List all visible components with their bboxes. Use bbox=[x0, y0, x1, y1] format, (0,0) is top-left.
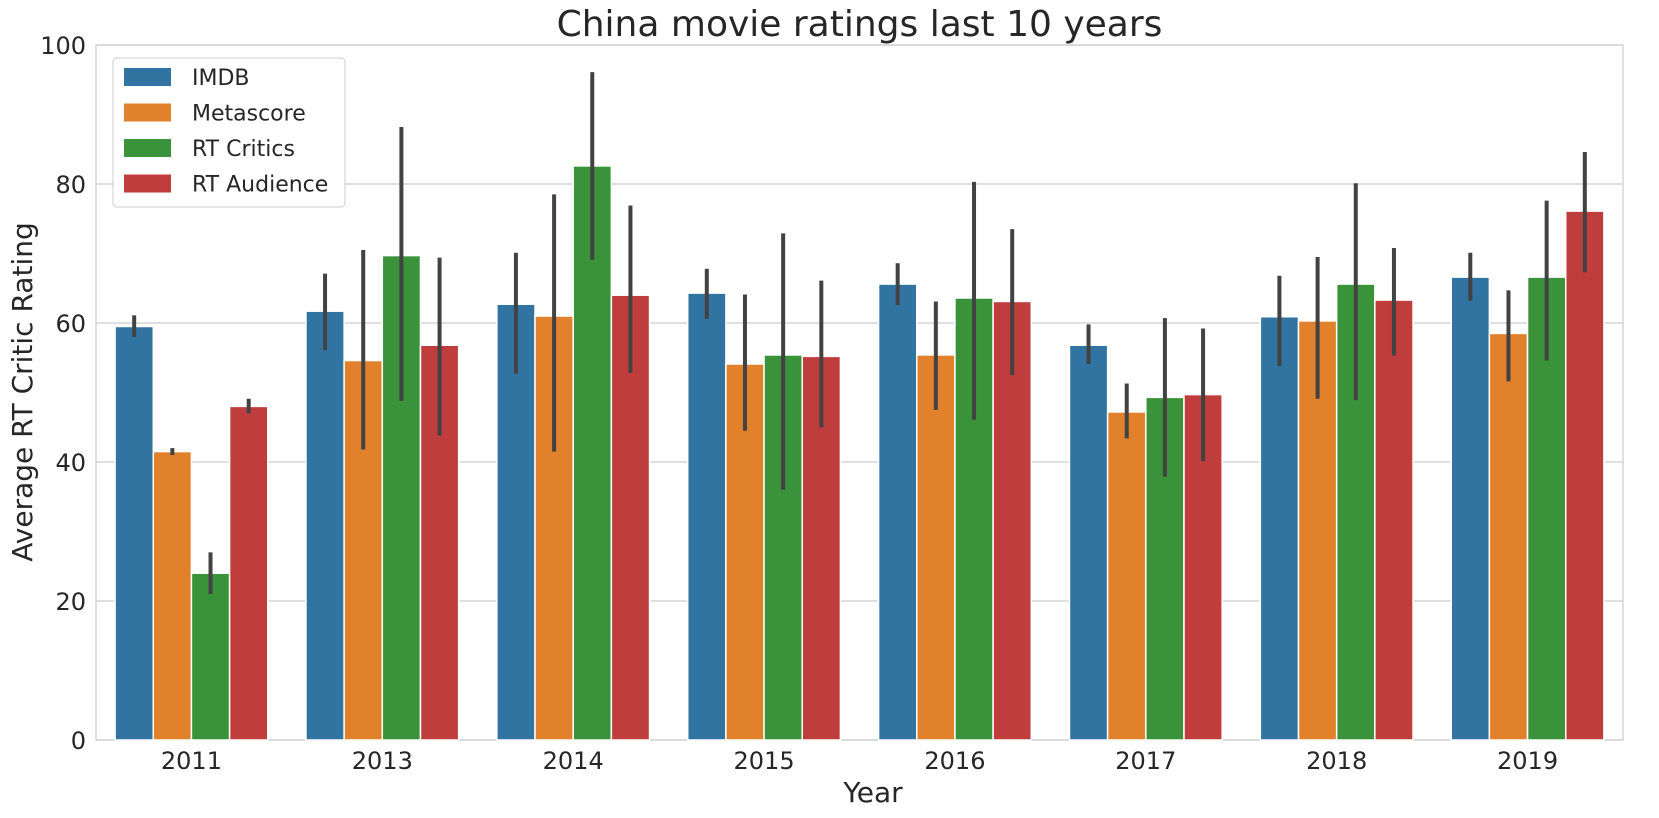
x-tick-label: 2013 bbox=[352, 747, 413, 775]
x-tick-label: 2018 bbox=[1306, 747, 1367, 775]
bar-2017-imdb bbox=[1068, 344, 1109, 741]
bar-2019-metascore bbox=[1488, 332, 1529, 741]
bar-2016-imdb bbox=[877, 283, 918, 741]
error-bars bbox=[132, 72, 1587, 595]
bar-2011-rt-audience bbox=[228, 405, 269, 741]
y-tick-label: 100 bbox=[40, 32, 86, 60]
legend-swatch bbox=[124, 174, 171, 193]
y-tick-labels: 0 20 40 60 80 100 bbox=[40, 32, 86, 755]
bar-2011-imdb bbox=[114, 325, 155, 741]
bar-2011-rt-critics bbox=[190, 572, 231, 741]
chart-title: China movie ratings last 10 years bbox=[557, 4, 1163, 45]
x-tick-label: 2014 bbox=[543, 747, 604, 775]
legend-swatch bbox=[124, 68, 171, 86]
bar-2017-rt-audience bbox=[1183, 393, 1223, 741]
bar-2017-metascore bbox=[1106, 411, 1147, 741]
bar-2015-imdb bbox=[686, 292, 727, 741]
bar-2011-metascore bbox=[152, 450, 193, 741]
x-tick-label: 2016 bbox=[924, 747, 985, 775]
y-axis-label: Average RT Critic Rating bbox=[6, 222, 39, 561]
legend-frame bbox=[112, 57, 346, 208]
bar-2018-rt-audience bbox=[1374, 299, 1414, 741]
x-tick-label: 2019 bbox=[1497, 747, 1558, 775]
x-tick-label: 2011 bbox=[161, 747, 222, 775]
y-tick-label: 80 bbox=[55, 171, 86, 199]
legend-swatch bbox=[124, 103, 171, 122]
bar-2014-imdb bbox=[496, 303, 536, 741]
x-axis-label: Year bbox=[842, 776, 903, 809]
y-tick-label: 0 bbox=[71, 727, 86, 755]
legend-label: RT Audience bbox=[192, 173, 328, 198]
x-tick-label: 2017 bbox=[1115, 747, 1176, 775]
bar-2019-rt-audience bbox=[1564, 210, 1605, 741]
bar-2019-imdb bbox=[1450, 276, 1491, 741]
x-tick-label: 2015 bbox=[734, 747, 795, 775]
legend: IMDB Metascore RT Critics RT Audience bbox=[112, 57, 346, 208]
bars bbox=[114, 165, 1605, 741]
plot-frame bbox=[95, 44, 1624, 741]
bar-2013-imdb bbox=[305, 310, 345, 741]
y-tick-label: 20 bbox=[55, 588, 86, 616]
y-tick-label: 60 bbox=[55, 310, 86, 338]
bar-2018-imdb bbox=[1259, 315, 1300, 741]
legend-label: Metascore bbox=[192, 102, 306, 127]
y-tick-label: 40 bbox=[55, 449, 86, 477]
legend-swatch bbox=[124, 139, 171, 157]
legend-label: IMDB bbox=[192, 66, 250, 91]
x-tick-labels: 2011 2013 2014 2015 2016 2017 2018 2019 bbox=[161, 747, 1558, 775]
legend-label: RT Critics bbox=[192, 137, 295, 162]
bar-2016-metascore bbox=[916, 354, 956, 741]
